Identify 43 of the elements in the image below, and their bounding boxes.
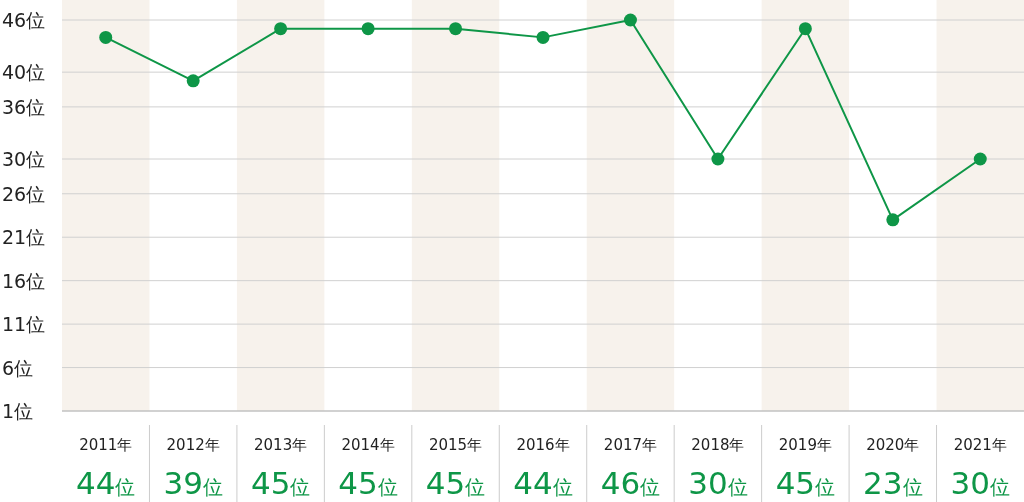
x-tick-label: 2018年 (691, 436, 745, 454)
y-tick-label: 1位 (2, 400, 34, 422)
y-tick-label: 11位 (2, 313, 46, 336)
data-label: 45位 (338, 465, 398, 501)
data-label: 44位 (76, 465, 136, 501)
point (798, 22, 812, 36)
point (99, 30, 113, 44)
data-label: 46位 (600, 465, 661, 501)
x-tick-label: 2012年 (166, 436, 220, 454)
y-tick-label: 6位 (2, 356, 34, 379)
data-label: 44位 (513, 465, 573, 501)
y-tick-label: 16位 (2, 269, 46, 292)
point (623, 13, 637, 27)
y-tick-label: 36位 (2, 95, 46, 118)
x-tick-label: 2019年 (778, 436, 832, 454)
point (711, 152, 725, 166)
point (361, 22, 375, 36)
point (973, 152, 987, 166)
x-tick-label: 2015年 (428, 436, 483, 454)
data-label: 45位 (425, 465, 486, 501)
x-tick-label: 2020年 (866, 436, 920, 454)
data-label: 30位 (950, 465, 1010, 501)
x-tick-label: 2013年 (254, 436, 308, 454)
data-label: 30位 (688, 465, 748, 501)
point (536, 30, 550, 44)
data-label: 45位 (775, 465, 836, 501)
point (886, 213, 900, 227)
y-tick-label: 40位 (2, 61, 46, 84)
data-label: 39位 (163, 465, 223, 501)
x-tick-label: 2016年 (516, 436, 570, 454)
y-tick-label: 21位 (2, 226, 46, 249)
x-tick-label: 2014年 (341, 436, 395, 454)
point (274, 22, 288, 36)
x-tick-label: 2017年 (603, 436, 658, 454)
data-label: 23位 (863, 465, 923, 501)
x-tick-label: 2011年 (79, 436, 133, 454)
y-tick-label: 30位 (2, 148, 46, 171)
point (449, 22, 463, 36)
y-tick-label: 26位 (2, 182, 46, 205)
point (186, 74, 200, 88)
y-tick-label: 46位 (2, 9, 46, 31)
data-label: 45位 (250, 465, 311, 501)
x-tick-label: 2021年 (953, 436, 1007, 454)
